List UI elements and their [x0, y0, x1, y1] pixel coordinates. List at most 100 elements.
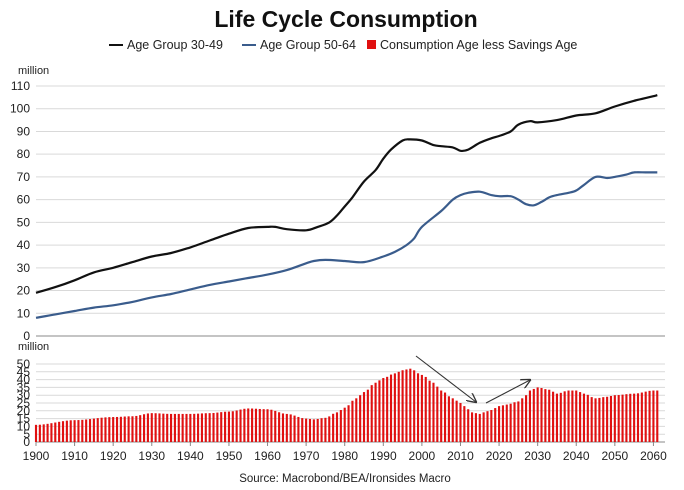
bar-1932 — [158, 413, 161, 442]
x-tick-label: 1990 — [370, 449, 397, 463]
bar-2039 — [571, 390, 574, 442]
bar-1902 — [42, 424, 45, 442]
top-panel-gridlines — [36, 85, 665, 337]
rise-arrow — [485, 380, 530, 404]
bar-1985 — [362, 392, 366, 442]
bar-1990 — [382, 378, 385, 442]
bar-2022 — [505, 404, 508, 442]
bar-1958 — [258, 408, 261, 442]
bar-1935 — [170, 413, 173, 442]
x-axis-ticks: 1900 1910 1920 1930 1940 1950 1960 1970 1980 1990… — [23, 442, 667, 463]
bottom-panel-bars — [34, 368, 659, 442]
bar-2055 — [633, 393, 636, 442]
x-tick-label: 1970 — [293, 449, 320, 463]
bar-1971 — [308, 418, 312, 442]
decline-arrow — [415, 355, 476, 402]
bar-1931 — [154, 413, 157, 442]
bar-1975 — [324, 417, 327, 442]
top-panel-y-tick-label: 90 — [17, 124, 31, 138]
bar-1926 — [135, 415, 138, 442]
bar-2018 — [490, 410, 493, 442]
bar-1978 — [335, 412, 339, 442]
bar-2020 — [498, 406, 501, 442]
bar-1982 — [351, 400, 354, 442]
bar-1952 — [235, 410, 238, 442]
x-tick-label: 2010 — [447, 449, 474, 463]
bar-1950 — [227, 411, 230, 442]
bar-2031 — [540, 388, 543, 442]
bar-2005 — [440, 390, 443, 442]
x-tick-label: 1910 — [61, 449, 88, 463]
bar-1915 — [92, 418, 95, 442]
bar-1972 — [312, 419, 315, 442]
bar-2057 — [640, 392, 643, 442]
x-tick-label: 1900 — [23, 449, 50, 463]
bar-2045 — [594, 398, 597, 442]
top-panel-y-tick-label: 20 — [17, 284, 31, 298]
x-tick-label: 1930 — [138, 449, 165, 463]
bar-2033 — [548, 389, 551, 442]
x-tick-label: 1920 — [100, 449, 127, 463]
top-panel-y-tick-label: 60 — [17, 193, 31, 207]
bar-1929 — [146, 413, 149, 442]
bar-2060 — [652, 390, 655, 442]
bar-2000 — [420, 374, 423, 442]
bar-1986 — [366, 389, 369, 442]
legend-label-age-50-64: Age Group 50-64 — [260, 38, 356, 52]
bar-1979 — [339, 410, 342, 442]
x-tick-label: 2050 — [601, 449, 628, 463]
bar-1934 — [166, 413, 169, 442]
bar-2010 — [459, 403, 462, 442]
bar-1933 — [162, 413, 165, 442]
bar-1942 — [197, 413, 200, 442]
bar-1992 — [389, 374, 393, 442]
bar-1907 — [61, 421, 65, 442]
bar-2007 — [447, 396, 450, 442]
bottom-panel-y-tick-label: 5 — [23, 427, 30, 441]
bar-2008 — [451, 398, 454, 442]
bar-1995 — [401, 370, 404, 442]
bar-1910 — [73, 420, 76, 442]
bar-1951 — [231, 411, 234, 442]
bar-2004 — [436, 386, 439, 442]
bar-1998 — [413, 370, 416, 442]
bar-1984 — [359, 395, 362, 442]
bar-2050 — [613, 395, 616, 442]
bottom-panel-y-tick-label: 45 — [17, 365, 31, 379]
bar-2036 — [559, 392, 562, 442]
bar-1994 — [397, 371, 400, 442]
bar-1900 — [34, 424, 38, 442]
bar-2040 — [575, 390, 578, 442]
bar-2032 — [544, 389, 547, 442]
bar-1903 — [46, 423, 49, 442]
bottom-panel-y-tick-label: 0 — [23, 435, 30, 449]
bar-2029 — [532, 388, 535, 442]
bar-2030 — [536, 387, 539, 442]
bar-1920 — [112, 417, 115, 442]
bar-1906 — [58, 421, 61, 442]
bar-1976 — [328, 416, 331, 442]
x-tick-label: 1940 — [177, 449, 204, 463]
bar-2052 — [621, 394, 624, 442]
bar-2016 — [482, 412, 485, 442]
bar-1963 — [278, 412, 281, 442]
bar-2027 — [525, 395, 528, 442]
bar-1901 — [38, 424, 41, 442]
bar-1980 — [343, 407, 346, 442]
bar-1937 — [177, 413, 180, 442]
bar-1913 — [85, 419, 88, 442]
bar-1964 — [281, 413, 285, 442]
bar-2024 — [513, 402, 516, 442]
bar-2011 — [463, 406, 466, 442]
bar-2026 — [521, 398, 524, 442]
bar-1965 — [285, 413, 288, 442]
bar-2038 — [567, 390, 570, 442]
legend-swatch-consumption-less-savings — [367, 40, 376, 49]
bar-1991 — [386, 376, 389, 442]
legend-label-age-30-49: Age Group 30-49 — [127, 38, 223, 52]
bar-2025 — [517, 401, 520, 442]
bar-1999 — [416, 373, 420, 442]
x-tick-label: 1950 — [216, 449, 243, 463]
